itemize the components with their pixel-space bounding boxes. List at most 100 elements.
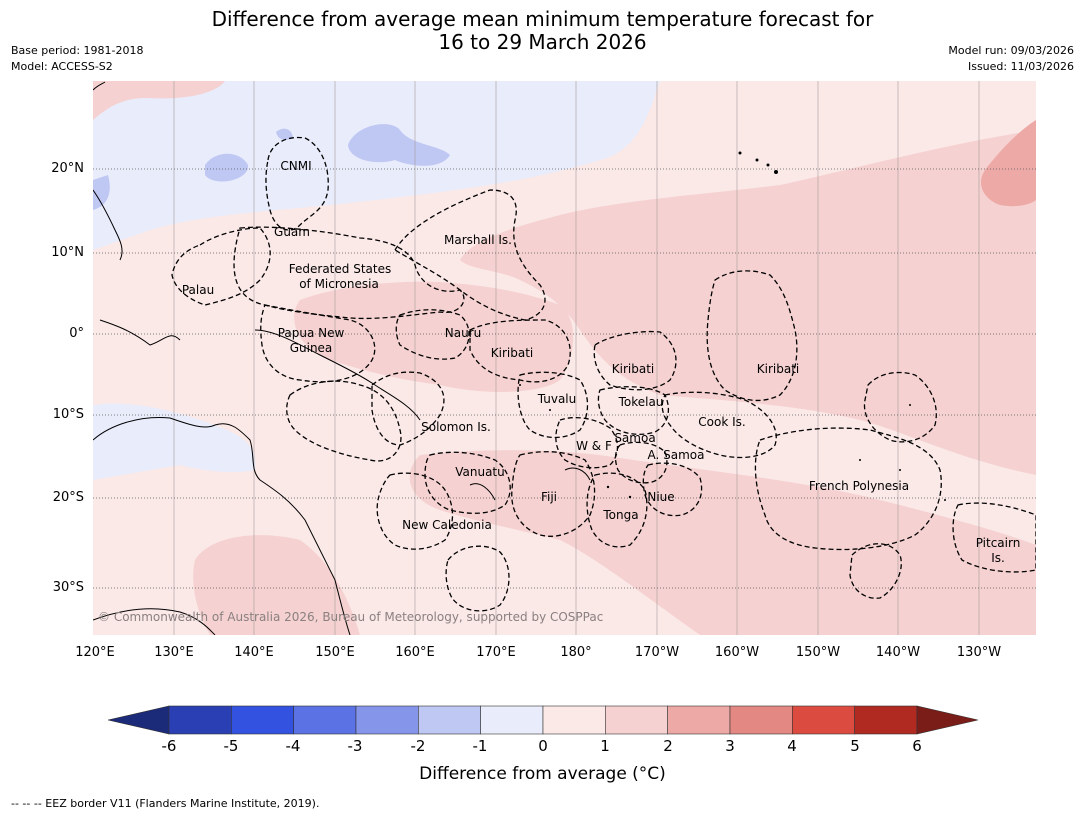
label-png-2: Guinea (290, 341, 333, 355)
eez-borders (171, 136, 1036, 612)
lon-tick: 150°W (795, 645, 841, 660)
label-kiribati-west: Kiribati (491, 346, 533, 360)
colorbar-segment (355, 705, 419, 735)
anomaly-band-warm-east (460, 81, 1036, 475)
anomaly-band-cool-north (93, 81, 660, 250)
lon-tick: 140°W (875, 645, 921, 660)
colorbar-tick: 4 (787, 737, 797, 755)
anomaly-band-warm-equatorial (294, 281, 574, 392)
colorbar-tick: 6 (912, 737, 922, 755)
label-french-polynesia: French Polynesia (809, 479, 909, 493)
label-new-caledonia: New Caledonia (402, 518, 492, 532)
colorbar-segment (605, 705, 668, 735)
colorbar-tick: 0 (538, 737, 548, 755)
colorbar-tick: -6 (161, 737, 177, 755)
colorbar-extend-low (107, 705, 170, 735)
label-samoa: Samoa (614, 431, 655, 445)
label-solomon: Solomon Is. (421, 420, 491, 434)
lon-tick: 180° (560, 645, 592, 660)
label-tuvalu: Tuvalu (537, 392, 577, 406)
colorbar-segment (542, 705, 606, 735)
copyright-notice: © Commonwealth of Australia 2026, Bureau… (98, 610, 603, 624)
label-png-1: Papua New (278, 326, 345, 340)
label-fiji: Fiji (541, 490, 557, 504)
label-niue: Niue (647, 490, 674, 504)
lon-tick: 160°E (395, 645, 435, 660)
anomaly-patch-cool-4 (93, 175, 110, 210)
colorbar-tick: -4 (285, 737, 301, 755)
title-line-2: 16 to 29 March 2026 (438, 30, 647, 54)
label-wallis-futuna: W & F (576, 439, 612, 453)
colorbar-tick: 5 (850, 737, 860, 755)
colorbar-label: Difference from average (°C) (419, 764, 666, 784)
anomaly-patch-cool-1 (205, 153, 249, 182)
lon-tick: 140°E (234, 645, 274, 660)
label-nauru: Nauru (445, 326, 481, 340)
label-tonga: Tonga (602, 508, 638, 522)
lat-tick: 10°N (51, 245, 84, 260)
colorbar (107, 705, 979, 735)
model-name: Model: ACCESS-S2 (11, 60, 113, 73)
lat-tick: 30°S (52, 580, 84, 595)
chart-title: Difference from average mean minimum tem… (0, 8, 1085, 54)
anomaly-patch-cool-2 (348, 124, 450, 166)
model-run: Model run: 09/03/2026 (948, 44, 1074, 57)
lon-tick: 130°W (956, 645, 1002, 660)
islands (519, 151, 946, 501)
colorbar-segment (854, 705, 918, 735)
lon-tick: 160°W (714, 645, 760, 660)
lon-tick: 120°E (75, 645, 115, 660)
region-labels: CNMI Guam Marshall Is. Federated States … (182, 159, 1020, 565)
colorbar-segment (792, 705, 855, 735)
lat-tick: 20°N (51, 161, 84, 176)
anomaly-patch-warmer-ne (980, 120, 1036, 207)
label-pitcairn-2: Is. (991, 551, 1005, 565)
colorbar-tick: -2 (410, 737, 426, 755)
lat-tick: 10°S (52, 407, 84, 422)
label-kiribati-east: Kiribati (757, 362, 799, 376)
base-period: Base period: 1981-2018 (11, 44, 144, 57)
lat-tick: 20°S (52, 490, 84, 505)
label-fsm-1: Federated States (289, 262, 391, 276)
lon-tick: 170°W (634, 645, 680, 660)
colorbar-tick: -5 (223, 737, 239, 755)
meta-left: Base period: 1981-2018 Model: ACCESS-S2 (11, 43, 143, 75)
label-cook: Cook Is. (698, 415, 745, 429)
label-guam: Guam (274, 225, 310, 239)
colorbar-segment (729, 705, 793, 735)
anomaly-patch-cool-3 (276, 128, 293, 140)
lat-tick: 0° (69, 326, 84, 341)
anomaly-patch-warm-sw (193, 535, 360, 635)
graticule (173, 81, 980, 635)
label-pitcairn-1: Pitcairn (976, 536, 1021, 550)
eez-legend-note: -- -- -- EEZ border V11 (Flanders Marine… (11, 797, 320, 810)
colorbar-tick: 2 (663, 737, 673, 755)
colorbar-segment (418, 705, 481, 735)
colorbar-extend-high (916, 705, 979, 735)
issued-date: Issued: 11/03/2026 (967, 60, 1074, 73)
lon-tick: 170°E (476, 645, 516, 660)
colorbar-segment (667, 705, 731, 735)
label-palau: Palau (182, 283, 214, 297)
label-vanuatu: Vanuatu (455, 465, 505, 479)
colorbar-segment (480, 705, 544, 735)
label-kiribati-central: Kiribati (612, 362, 654, 376)
label-american-samoa: A. Samoa (648, 448, 705, 462)
label-marshall: Marshall Is. (444, 233, 512, 247)
meta-right: Model run: 09/03/2026 Issued: 11/03/2026 (948, 43, 1074, 75)
anomaly-patch-warm-nw (93, 81, 225, 120)
title-line-1: Difference from average mean minimum tem… (211, 7, 874, 31)
colorbar-segment (168, 705, 232, 735)
coastlines (93, 81, 591, 635)
colorbar-tick: -3 (347, 737, 363, 755)
colorbar-segment (293, 705, 357, 735)
colorbar-tick: 3 (725, 737, 735, 755)
colorbar-segment (231, 705, 294, 735)
lon-tick: 130°E (154, 645, 194, 660)
colorbar-tick: -1 (472, 737, 488, 755)
label-cnmi: CNMI (280, 159, 311, 173)
label-tokelau: Tokelau (618, 395, 664, 409)
colorbar-tick: 1 (600, 737, 610, 755)
lon-tick: 150°E (315, 645, 355, 660)
